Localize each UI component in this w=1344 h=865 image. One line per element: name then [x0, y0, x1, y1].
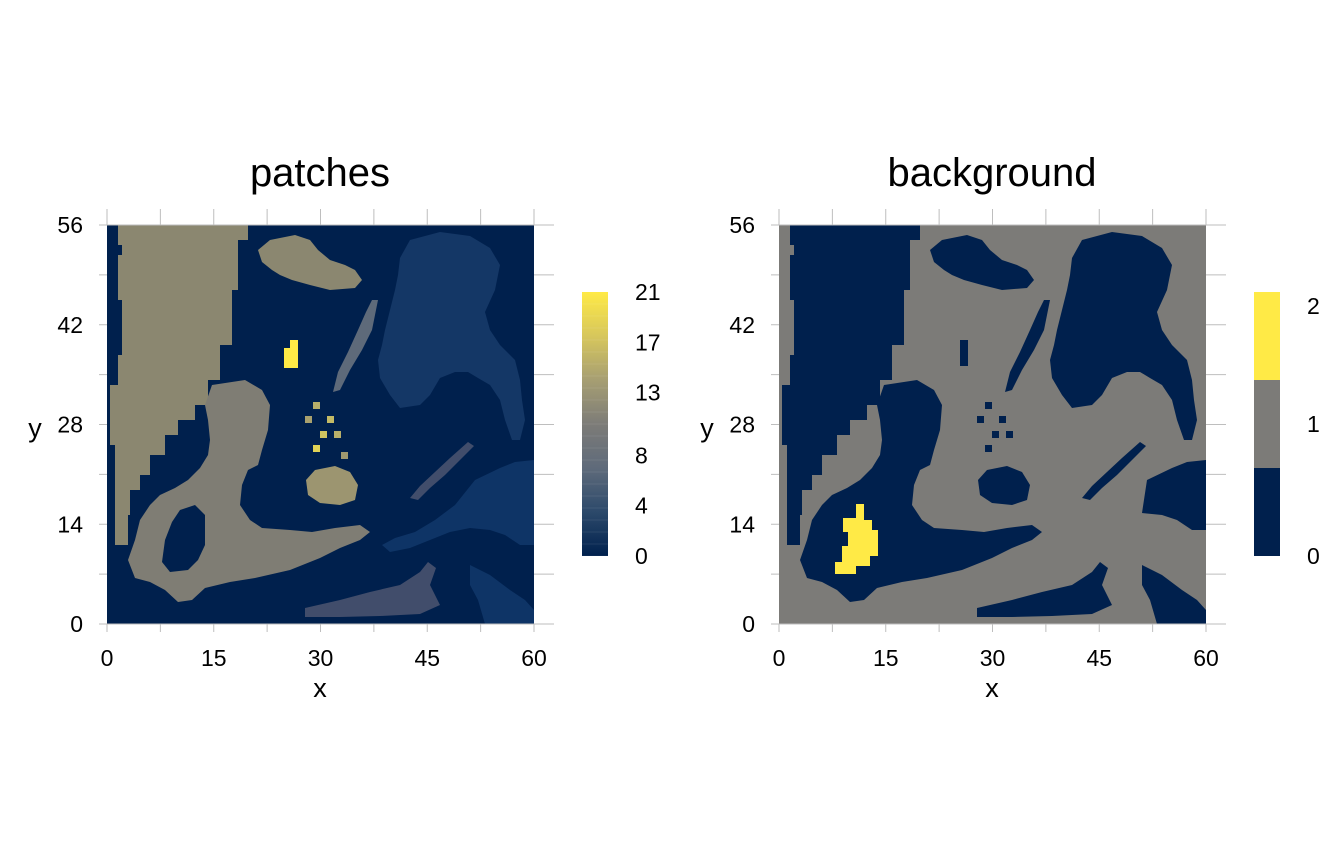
patches-y-tick-label: 14 [57, 511, 83, 537]
background-y-tick-label: 56 [729, 212, 755, 238]
background-legend-swatch [1254, 468, 1280, 556]
patches-x-tick-label: 45 [414, 645, 440, 671]
patches-region-bottom-right [470, 565, 534, 624]
background-legend-swatch [1254, 292, 1280, 380]
patches-dot [305, 416, 312, 423]
patches-region-left [110, 225, 248, 545]
background-x-tick-label: 15 [873, 645, 899, 671]
patches-region-upper-center [258, 235, 362, 290]
patches-legend-label: 4 [635, 493, 648, 519]
patches-y-tick-label: 42 [57, 312, 83, 338]
background-ylabel: y [700, 413, 714, 443]
patches-dot [313, 445, 320, 452]
background-xlabel: x [985, 673, 999, 703]
background-dot [985, 445, 992, 452]
patches-region-diagonal-2 [410, 442, 474, 500]
patches-legend: 0 4 8 13 17 21 [582, 279, 661, 569]
background-legend: 0 1 2 [1254, 292, 1320, 569]
background-y-tick-label: 28 [729, 412, 755, 438]
patches-ylabel: y [28, 413, 42, 443]
patches-dot [341, 452, 348, 459]
background-dot [999, 416, 1006, 423]
background-legend-label: 0 [1307, 543, 1320, 569]
patches-panel: patches [28, 151, 660, 703]
background-legend-label: 1 [1307, 411, 1320, 437]
background-region-navy-left [782, 225, 920, 545]
patches-hole-lower-left [162, 505, 205, 572]
background-y-tick-label: 0 [742, 611, 755, 637]
patches-region-center [306, 466, 358, 505]
patches-y-tick-label: 0 [70, 611, 83, 637]
patches-title: patches [250, 151, 390, 195]
patches-x-tick-label: 15 [201, 645, 227, 671]
background-dot [960, 340, 968, 366]
background-region-navy-right [1142, 460, 1206, 530]
background-region-navy-upper-right [1050, 232, 1197, 440]
background-region-navy-upper-middle [930, 235, 1034, 290]
patches-legend-label: 13 [635, 380, 661, 406]
patches-legend-ticks: 0 4 8 13 17 21 [582, 279, 661, 569]
patches-legend-label: 17 [635, 329, 661, 355]
background-y-tick-label: 14 [729, 511, 755, 537]
patches-legend-label: 21 [635, 279, 661, 305]
patches-raster [107, 225, 534, 624]
background-legend-ticks: 0 1 2 [1307, 293, 1320, 569]
patches-dot [327, 416, 334, 423]
patches-legend-label: 0 [635, 543, 648, 569]
patches-x-tick-label: 0 [101, 645, 114, 671]
patches-x-tick-label: 30 [308, 645, 334, 671]
background-title: background [887, 151, 1096, 195]
background-x-tick-label: 45 [1086, 645, 1112, 671]
patches-axes: 0 15 30 45 60 0 14 28 42 56 [57, 209, 554, 671]
background-legend-swatches [1254, 292, 1280, 556]
patches-y-tick-label: 28 [57, 412, 83, 438]
background-panel: background [700, 151, 1320, 703]
patches-region-upper-right [378, 232, 525, 440]
patches-x-tick-label: 60 [521, 645, 547, 671]
background-x-tick-label: 30 [980, 645, 1006, 671]
background-axes: 0 15 30 45 60 0 14 28 42 56 [729, 209, 1226, 671]
background-x-tick-label: 60 [1193, 645, 1219, 671]
patches-region-bottom [305, 562, 440, 617]
background-dot [977, 416, 984, 423]
background-region-navy-center-dot [978, 466, 1030, 505]
patches-region-right [382, 460, 534, 552]
background-region-navy-diagonal [1005, 300, 1050, 392]
background-legend-swatch [1254, 380, 1280, 468]
patches-colorbar [582, 292, 608, 556]
background-region-navy-bottom [977, 562, 1112, 617]
background-legend-label: 2 [1307, 293, 1320, 319]
background-region-navy-bottom-right [1142, 565, 1206, 624]
background-dot [985, 402, 992, 409]
patches-dot [313, 402, 320, 409]
patches-legend-label: 8 [635, 442, 648, 468]
patches-region-yellow [284, 340, 298, 368]
patches-y-tick-label: 56 [57, 212, 83, 238]
background-region-yellow [835, 504, 878, 574]
background-x-tick-label: 0 [773, 645, 786, 671]
patches-xlabel: x [313, 673, 327, 703]
background-dot [992, 431, 999, 438]
background-region-navy-diagonal-2 [1082, 442, 1146, 500]
patches-region-diagonal [333, 300, 378, 392]
background-dot [1006, 431, 1013, 438]
background-y-tick-label: 42 [729, 312, 755, 338]
patches-dot [334, 431, 341, 438]
background-raster [779, 225, 1206, 624]
patches-dot [320, 431, 327, 438]
